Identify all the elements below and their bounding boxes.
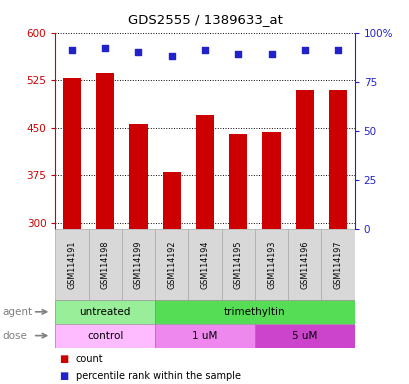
Point xyxy=(234,51,241,57)
Text: GSM114198: GSM114198 xyxy=(101,240,110,288)
Bar xyxy=(262,132,280,229)
Text: percentile rank within the sample: percentile rank within the sample xyxy=(76,371,240,381)
Bar xyxy=(188,229,221,300)
Text: GSM114195: GSM114195 xyxy=(233,240,242,289)
Text: 1 uM: 1 uM xyxy=(192,331,217,341)
Text: GSM114193: GSM114193 xyxy=(266,240,275,288)
Bar xyxy=(63,78,81,229)
Point xyxy=(334,47,340,53)
Text: count: count xyxy=(76,354,103,364)
Text: 5 uM: 5 uM xyxy=(291,331,317,341)
Bar xyxy=(88,229,121,300)
Text: ■: ■ xyxy=(59,371,69,381)
Bar xyxy=(129,124,147,229)
Bar xyxy=(221,229,254,300)
Point xyxy=(102,45,108,51)
Bar xyxy=(254,324,354,348)
Point xyxy=(301,47,307,53)
Text: agent: agent xyxy=(2,307,32,317)
Text: GSM114191: GSM114191 xyxy=(67,240,76,288)
Text: GSM114199: GSM114199 xyxy=(134,240,143,289)
Text: GSM114192: GSM114192 xyxy=(167,240,176,289)
Bar xyxy=(55,300,155,324)
Bar xyxy=(321,229,354,300)
Bar xyxy=(162,172,180,229)
Bar xyxy=(96,73,114,229)
Bar xyxy=(288,229,321,300)
Point xyxy=(201,47,208,53)
Text: GSM114194: GSM114194 xyxy=(200,240,209,288)
Point xyxy=(135,49,142,55)
Bar xyxy=(229,134,247,229)
Text: dose: dose xyxy=(2,331,27,341)
Point xyxy=(69,47,75,53)
Text: trimethyltin: trimethyltin xyxy=(224,307,285,317)
Bar xyxy=(155,229,188,300)
Point xyxy=(267,51,274,57)
Text: GSM114197: GSM114197 xyxy=(333,240,342,289)
Bar xyxy=(55,324,155,348)
Bar xyxy=(328,89,346,229)
Text: control: control xyxy=(87,331,123,341)
Text: ■: ■ xyxy=(59,354,69,364)
Bar xyxy=(295,89,313,229)
Bar xyxy=(121,229,155,300)
Bar xyxy=(55,229,88,300)
Bar xyxy=(155,324,254,348)
Point xyxy=(168,53,175,59)
Text: GDS2555 / 1389633_at: GDS2555 / 1389633_at xyxy=(127,13,282,26)
Text: GSM114196: GSM114196 xyxy=(299,240,308,288)
Bar xyxy=(155,300,354,324)
Bar xyxy=(254,229,288,300)
Text: untreated: untreated xyxy=(79,307,130,317)
Bar xyxy=(196,115,213,229)
